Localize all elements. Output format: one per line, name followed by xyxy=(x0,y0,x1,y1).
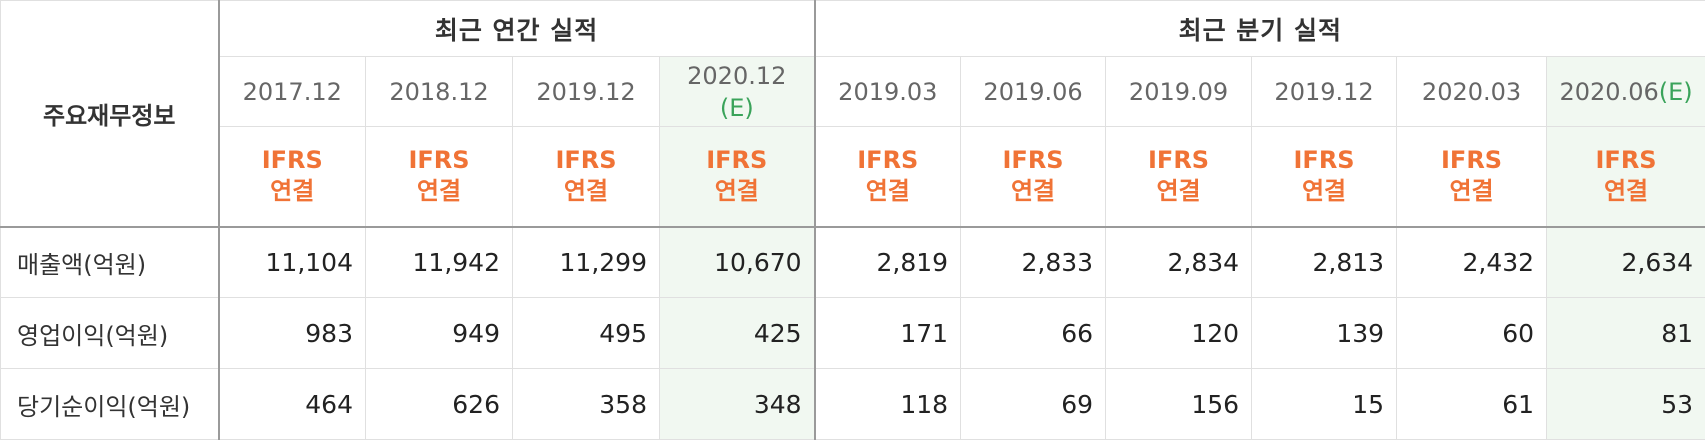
period-annual-4-estimate: 2020.12 (E) xyxy=(658,56,816,127)
period-quarter-4: 2019.12 xyxy=(1251,56,1398,127)
ifrs-annual-1: IFRS 연결 xyxy=(218,126,366,228)
table-row-net-income: 당기순이익(억원) 464 626 358 348 118 69 156 15 … xyxy=(0,368,1705,440)
table-cell: 495 xyxy=(512,297,660,369)
group-header-row: 주요재무정보 최근 연간 실적 최근 분기 실적 xyxy=(0,0,1705,228)
table-cell: 626 xyxy=(365,368,513,440)
ifrs-quarter-2: IFRS 연결 xyxy=(960,126,1107,228)
label-column-header: 주요재무정보 xyxy=(0,0,220,228)
ifrs-annual-3: IFRS 연결 xyxy=(512,126,660,228)
table-cell: 66 xyxy=(960,297,1107,369)
table-cell: 358 xyxy=(512,368,660,440)
table-cell: 11,299 xyxy=(512,226,660,298)
ifrs-quarter-3: IFRS 연결 xyxy=(1105,126,1253,228)
table-cell: 118 xyxy=(813,368,962,440)
table-cell: 2,813 xyxy=(1251,226,1398,298)
table-cell: 69 xyxy=(960,368,1107,440)
row-label-net-income: 당기순이익(억원) xyxy=(0,368,220,440)
estimate-mark: (E) xyxy=(1658,77,1693,106)
table-row-revenue: 매출액(억원) 11,104 11,942 11,299 10,670 2,81… xyxy=(0,226,1705,298)
table-cell: 949 xyxy=(365,297,513,369)
period-annual-2: 2018.12 xyxy=(365,56,513,127)
table-cell: 11,104 xyxy=(218,226,366,298)
row-label-revenue: 매출액(억원) xyxy=(0,226,220,298)
period-annual-1: 2017.12 xyxy=(218,56,366,127)
table-cell-estimate: 81 xyxy=(1546,297,1705,369)
period-header-row: 2017.12 2018.12 2019.12 2020.12 (E) 2019.… xyxy=(1,56,1705,127)
table-cell-estimate: 10,670 xyxy=(658,226,816,298)
table-cell: 139 xyxy=(1251,297,1398,369)
table-cell: 15 xyxy=(1251,368,1398,440)
table-cell: 2,833 xyxy=(960,226,1107,298)
table-cell: 60 xyxy=(1396,297,1548,369)
ifrs-annual-2: IFRS 연결 xyxy=(365,126,513,228)
table-cell-estimate: 2,634 xyxy=(1546,226,1705,298)
ifrs-annual-4: IFRS 연결 xyxy=(658,126,816,228)
table-cell: 61 xyxy=(1396,368,1548,440)
table-cell: 983 xyxy=(218,297,366,369)
period-quarter-3: 2019.09 xyxy=(1105,56,1253,127)
annual-group-title: 최근 연간 실적 xyxy=(217,0,816,57)
table-cell: 2,834 xyxy=(1105,226,1253,298)
table-cell: 464 xyxy=(218,368,366,440)
period-quarter-6-estimate: 2020.06(E) xyxy=(1546,56,1705,127)
table-cell: 2,819 xyxy=(813,226,962,298)
period-quarter-2: 2019.06 xyxy=(960,56,1107,127)
table-cell-estimate: 425 xyxy=(658,297,816,369)
table-cell-estimate: 53 xyxy=(1546,368,1705,440)
ifrs-quarter-4: IFRS 연결 xyxy=(1251,126,1398,228)
estimate-mark: (E) xyxy=(719,93,754,122)
period-quarter-5: 2020.03 xyxy=(1396,56,1548,127)
table-cell: 2,432 xyxy=(1396,226,1548,298)
accounting-standard-row: IFRS 연결 IFRS 연결 IFRS 연결 IFRS 연결 IFRS 연결 IFRS 연… xyxy=(1,126,1705,228)
ifrs-quarter-6: IFRS 연결 xyxy=(1546,126,1705,228)
table-cell: 156 xyxy=(1105,368,1253,440)
table-cell: 120 xyxy=(1105,297,1253,369)
table-cell-estimate: 348 xyxy=(658,368,816,440)
period-quarter-1: 2019.03 xyxy=(813,56,962,127)
period-annual-3: 2019.12 xyxy=(512,56,660,127)
ifrs-quarter-5: IFRS 연결 xyxy=(1396,126,1548,228)
table-cell: 11,942 xyxy=(365,226,513,298)
quarter-group-title: 최근 분기 실적 xyxy=(813,0,1705,57)
table-row-operating-profit: 영업이익(억원) 983 949 495 425 171 66 120 139 … xyxy=(0,297,1705,369)
ifrs-quarter-1: IFRS 연결 xyxy=(813,126,962,228)
row-label-operating-profit: 영업이익(억원) xyxy=(0,297,220,369)
table-cell: 171 xyxy=(813,297,962,369)
